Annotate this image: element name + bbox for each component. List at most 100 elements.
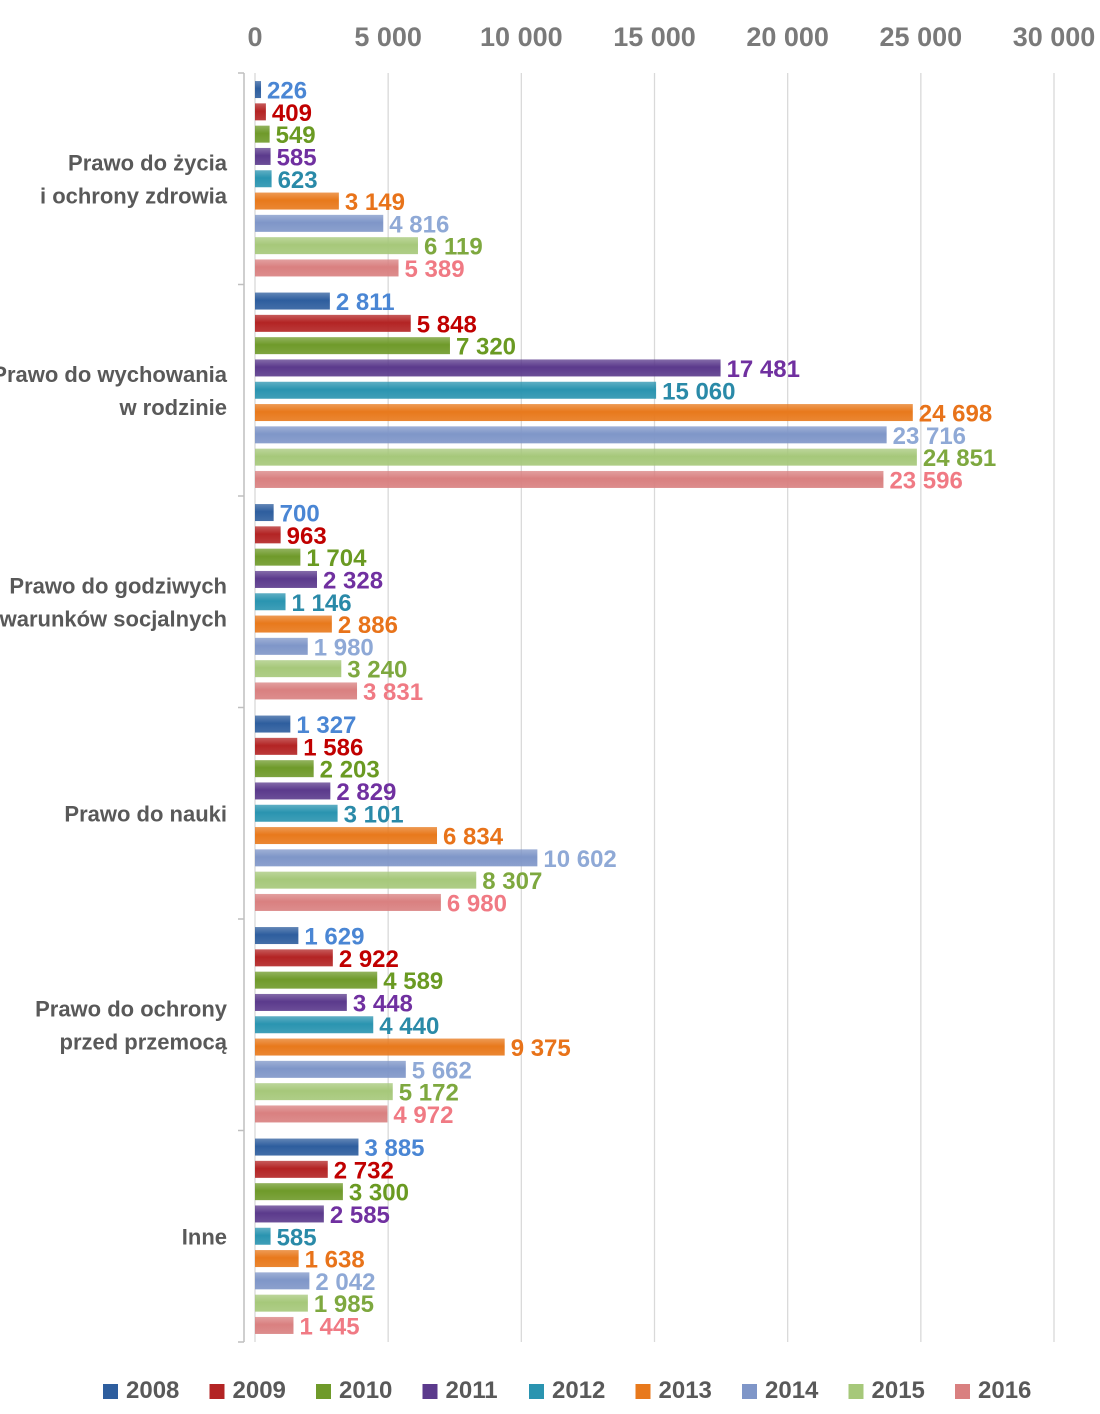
data-label-2008: 2 811 <box>336 289 395 316</box>
bars <box>255 81 917 1334</box>
data-label-2014: 23 716 <box>893 423 966 450</box>
data-label-2013: 2 886 <box>338 612 398 639</box>
x-tick-label: 30 000 <box>1013 22 1096 52</box>
bar-2014 <box>255 1060 406 1078</box>
legend-label-2010: 2010 <box>339 1377 392 1404</box>
bar-2011 <box>255 359 721 377</box>
bar-2010 <box>255 760 314 778</box>
data-label-2012: 585 <box>277 1224 317 1251</box>
category-label: Prawo do wychowania w rodzinie <box>0 362 228 420</box>
data-label-2010: 549 <box>276 122 316 149</box>
category-label: Prawo do ochrony przed przemocą <box>35 996 228 1054</box>
data-label-2009: 1 586 <box>303 734 363 761</box>
bar-2008 <box>255 504 274 522</box>
bar-2010 <box>255 548 301 566</box>
legend-swatch-2010 <box>316 1384 331 1399</box>
data-label-2013: 9 375 <box>511 1035 571 1062</box>
data-label-2016: 3 831 <box>363 679 423 706</box>
legend-swatch-2013 <box>635 1384 651 1399</box>
bar-2009 <box>255 103 266 121</box>
x-tick-label: 25 000 <box>880 22 963 52</box>
legend-swatch-2012 <box>529 1384 544 1399</box>
bar-2011 <box>255 1205 324 1223</box>
legend-label-2013: 2013 <box>659 1377 712 1404</box>
bar-2016 <box>255 893 441 911</box>
category-label: Prawo do nauki <box>64 801 227 826</box>
data-label-2011: 2 585 <box>330 1202 390 1229</box>
data-label-2012: 15 060 <box>662 378 735 405</box>
x-tick-label: 10 000 <box>480 22 563 52</box>
bar-2009 <box>255 737 298 755</box>
bar-2009 <box>255 314 411 332</box>
bar-2013 <box>255 1250 299 1268</box>
data-label-2008: 700 <box>280 501 320 528</box>
legend-label-2015: 2015 <box>872 1377 925 1404</box>
bar-2014 <box>255 1272 310 1290</box>
bar-2015 <box>255 660 342 678</box>
legend-swatch-2009 <box>209 1384 225 1399</box>
legend: 2008 2009 2010 2011 2012 2013 2014 2015 2016 <box>103 1377 1031 1404</box>
x-tick-label: 0 <box>247 22 262 52</box>
bar-2010 <box>255 125 270 143</box>
x-tick-label: 15 000 <box>613 22 696 52</box>
data-label-2013: 6 834 <box>443 824 504 851</box>
data-label-2008: 1 327 <box>296 712 356 739</box>
bar-2016 <box>255 470 884 488</box>
bar-2013 <box>255 192 339 210</box>
bar-2009 <box>255 949 333 967</box>
bar-2008 <box>255 1138 359 1156</box>
data-label-2011: 2 829 <box>336 779 396 806</box>
bar-2011 <box>255 993 347 1011</box>
x-axis: 0 5 000 10 000 15 000 20 000 25 000 30 000 <box>238 22 1096 1343</box>
category-labels: Prawo do życia i ochrony zdrowia Prawo do … <box>0 150 228 1249</box>
bar-2008 <box>255 292 330 310</box>
category-label: Prawo do życia i ochrony zdrowia <box>40 150 228 208</box>
bar-2016 <box>255 1316 294 1334</box>
data-label-2016: 6 980 <box>447 890 507 917</box>
bar-2011 <box>255 570 318 588</box>
bar-2015 <box>255 1294 308 1312</box>
data-label-2011: 2 328 <box>323 567 383 594</box>
bar-2014 <box>255 214 384 232</box>
data-label-2009: 409 <box>272 100 312 127</box>
data-label-2008: 3 885 <box>364 1135 424 1162</box>
data-label-2010: 1 704 <box>306 545 367 572</box>
bar-2008 <box>255 81 262 99</box>
data-label-2012: 4 440 <box>379 1013 439 1040</box>
data-label-2013: 3 149 <box>345 189 405 216</box>
bar-2013 <box>255 1038 505 1056</box>
legend-label-2008: 2008 <box>126 1377 179 1404</box>
data-label-2013: 1 638 <box>305 1247 365 1274</box>
data-label-2010: 2 203 <box>320 757 380 784</box>
data-label-2014: 4 816 <box>389 211 449 238</box>
data-label-2011: 585 <box>277 144 317 171</box>
data-label-2008: 226 <box>267 78 307 105</box>
legend-label-2016: 2016 <box>978 1377 1031 1404</box>
legend-swatch-2014 <box>742 1384 757 1399</box>
data-label-2014: 2 042 <box>315 1269 375 1296</box>
data-label-2015: 3 240 <box>347 657 407 684</box>
bar-2008 <box>255 927 299 945</box>
data-label-2011: 3 448 <box>353 990 413 1017</box>
data-label-2008: 1 629 <box>304 924 364 951</box>
bar-2012 <box>255 1227 271 1245</box>
data-label-2015: 1 985 <box>314 1291 374 1318</box>
legend-label-2011: 2011 <box>446 1377 498 1404</box>
data-label-2011: 17 481 <box>727 356 800 383</box>
legend-swatch-2016 <box>955 1384 970 1399</box>
bar-2013 <box>255 404 913 422</box>
data-label-2016: 5 389 <box>405 256 465 283</box>
bar-2010 <box>255 971 378 989</box>
bar-2008 <box>255 715 291 733</box>
bar-2012 <box>255 593 286 611</box>
bar-2014 <box>255 637 308 655</box>
bar-2010 <box>255 1183 343 1201</box>
legend-label-2014: 2014 <box>765 1377 819 1404</box>
data-label-2012: 3 101 <box>344 801 404 828</box>
bar-2016 <box>255 682 358 700</box>
data-label-2015: 6 119 <box>424 234 483 261</box>
data-label-2012: 1 146 <box>292 590 352 617</box>
gridlines <box>254 73 1055 1342</box>
